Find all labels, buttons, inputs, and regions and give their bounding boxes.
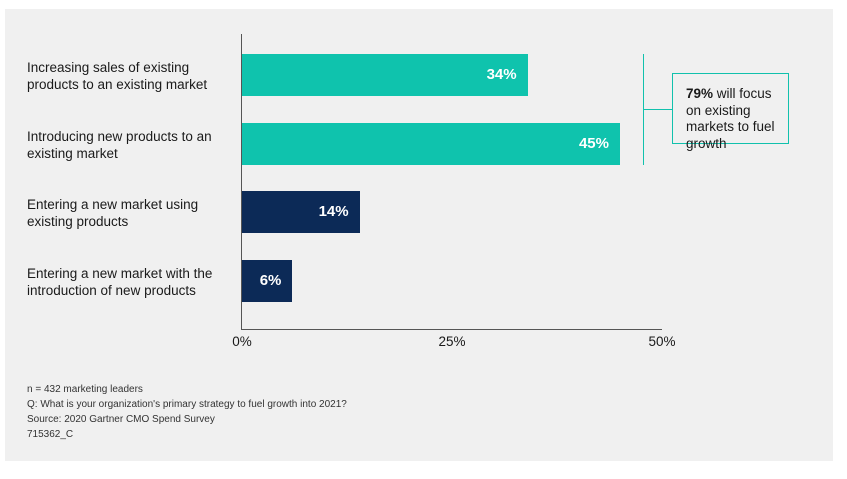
- category-label: Increasing sales of existing products to…: [27, 60, 208, 92]
- category-label: Entering a new market using existing pro…: [27, 197, 199, 229]
- bar-value-label: 14%: [318, 203, 349, 220]
- x-axis-line: [241, 329, 662, 330]
- bar: [242, 260, 293, 302]
- footnote-source: Source: 2020 Gartner CMO Spend Survey: [27, 414, 215, 425]
- footnote-id: 715362_C: [27, 429, 74, 440]
- y-axis-line: [241, 34, 242, 330]
- category-label: Entering a new market with the introduct…: [27, 266, 213, 298]
- bar-value-label: 6%: [259, 272, 282, 289]
- callout-highlight: 79%: [686, 86, 714, 101]
- bar: [242, 191, 360, 233]
- bracket-connector: [643, 109, 672, 110]
- x-tick-label: 50%: [648, 334, 676, 349]
- bar-value-label: 45%: [578, 135, 609, 152]
- footnote-question: Q: What is your organization's primary s…: [27, 399, 347, 410]
- x-tick-label: 25%: [438, 334, 466, 349]
- bar: [242, 54, 528, 96]
- callout-text: will focus on existing markets to fuel g…: [686, 86, 775, 151]
- callout-box: 79% will focus on existing markets to fu…: [672, 73, 789, 151]
- x-tick-label: 0%: [232, 334, 252, 349]
- footnote-sample: n = 432 marketing leaders: [27, 384, 143, 395]
- bar-value-label: 34%: [486, 66, 517, 83]
- category-label: Introducing new products to an existing …: [27, 129, 212, 161]
- bar: [242, 123, 620, 165]
